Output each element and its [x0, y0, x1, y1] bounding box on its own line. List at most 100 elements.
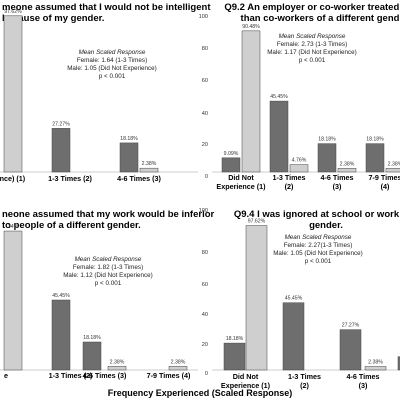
category-tick-line: 7-9 Times (4): [147, 371, 191, 380]
panel-title-line: neone assumed that my work would be infe…: [2, 209, 215, 220]
female-bar: [119, 142, 139, 173]
panel-title-line: Q9.4 I was ignored at school or work bec: [234, 209, 400, 220]
category-tick-line: 4-6 Times: [346, 372, 379, 381]
panel-title-line: gender.: [309, 220, 343, 231]
stats-line: Female: 2.73 (1-3 Times): [277, 41, 347, 48]
female-bar: [51, 299, 71, 371]
panel-title: Q9.2 An employer or co-worker treated me…: [224, 2, 400, 24]
data-label: 18.18%: [120, 136, 138, 142]
category-tick-line: Experience (1): [216, 182, 266, 191]
stats-line: Male: 1.17 (Did Not Experience): [267, 49, 357, 56]
category-tick-label: 1-3 Times (2): [48, 174, 92, 183]
data-label: 45.45%: [285, 296, 303, 302]
category-tick-label: 7-9 Times (4): [368, 173, 400, 191]
y-tick-label: 60: [202, 78, 208, 84]
female-bar: [365, 143, 385, 173]
y-tick-label: 20: [202, 142, 208, 148]
female-bar: [317, 143, 337, 173]
category-tick-line: 7-9 Times: [368, 173, 400, 182]
panel-title-line: Q9.2 An employer or co-worker treated me: [224, 2, 400, 13]
y-tick-label: 60: [202, 282, 208, 288]
stats-block: Mean Scaled Response Female: 1.64 (1-3 Ti…: [67, 49, 157, 80]
data-label: 4.76%: [292, 158, 307, 164]
stats-line: p < 0.001: [99, 73, 126, 80]
y-tick-label: 40: [202, 111, 208, 117]
male-bar: [337, 168, 357, 173]
category-tick-line: (4): [381, 182, 390, 191]
chart-panel-1: meone assumed that I would not be intell…: [0, 2, 211, 183]
category-tick-line: Did Not: [228, 173, 254, 182]
stats-line: Male: 1.12 (Did Not Experience): [63, 272, 153, 279]
stats-line: p < 0.001: [299, 57, 326, 64]
male-bar: [245, 225, 268, 371]
data-label: 2.38%: [388, 161, 400, 167]
data-label: 97.62%: [248, 219, 266, 225]
stats-line: Female: 1.64 (1-3 Times): [77, 57, 147, 64]
stats-line: Male: 1.05 (Did Not Experience): [67, 65, 157, 72]
y-tick-label: 0: [205, 174, 208, 180]
panel-title-line: to people of a different gender.: [2, 220, 141, 231]
data-label: 18.18%: [226, 336, 244, 342]
stats-line: Female: 2.27(1-3 Times): [284, 242, 353, 249]
data-label: 27.27%: [52, 121, 70, 127]
category-tick-line: 4-6 Times (3): [117, 174, 161, 183]
category-tick-label: 4-6 Times (3): [117, 174, 161, 183]
data-label: 2.38%: [110, 359, 125, 365]
data-label: 45.45%: [52, 293, 70, 299]
male-bar: [168, 366, 188, 371]
data-label: 9.09%: [224, 151, 239, 157]
y-tick-label: 80: [202, 250, 208, 256]
panel-title: neone assumed that my work would be infe…: [2, 209, 215, 231]
male-bar: [3, 230, 23, 371]
data-label: 27.27%: [342, 323, 360, 329]
panel-title-line: than co-workers of a different gend: [241, 13, 400, 24]
female-bar: [282, 302, 305, 371]
stats-block: Mean Scaled Response Female: 2.73 (1-3 Ti…: [267, 33, 357, 64]
stats-heading: Mean Scaled Response: [279, 33, 346, 40]
stats-heading: Mean Scaled Response: [75, 256, 142, 263]
panel-title-line: because of my gender.: [2, 13, 104, 24]
category-tick-line: erience) (1): [0, 174, 26, 183]
stats-line: Female: 1.82 (1-3 Times): [73, 264, 143, 271]
category-tick-line: 4-6 Times: [320, 173, 353, 182]
data-label: 45.45%: [270, 94, 288, 100]
category-tick-label: 1-3 Times (2): [49, 371, 93, 380]
category-tick-label: Did Not Experience (1): [221, 372, 271, 390]
y-tick-label: 20: [202, 342, 208, 348]
female-bar: [51, 128, 71, 173]
y-tick-label: 100: [199, 14, 208, 20]
data-label: 24%: [8, 224, 19, 230]
category-tick-label: 4-6 Times (3): [320, 173, 353, 191]
male-bar: [289, 164, 309, 173]
category-tick-line: (3): [359, 381, 368, 390]
category-tick-line: 1-3 Times: [288, 372, 321, 381]
male-bar: [364, 366, 387, 371]
stats-block: Mean Scaled Response Female: 1.82 (1-3 Ti…: [63, 256, 153, 287]
category-tick-label: 1-3 Times (2): [272, 173, 305, 191]
female-bar: [339, 329, 362, 371]
chart-panel-2: Q9.2 An employer or co-worker treated me…: [199, 2, 400, 191]
category-tick-label: erience) (1): [0, 174, 26, 183]
panel-title-line: meone assumed that I would not be intell…: [2, 2, 211, 13]
male-bar: [241, 30, 261, 173]
male-bar: [3, 15, 23, 173]
y-tick-label: 40: [202, 312, 208, 318]
category-tick-label: 4-6 Times (3): [83, 371, 127, 380]
y-tick-label: 0: [205, 371, 208, 377]
data-label: 18.18%: [366, 137, 384, 143]
female-bar: [269, 100, 289, 173]
data-label: 97.62%: [4, 9, 22, 15]
data-label: 2.38%: [171, 359, 186, 365]
stats-heading: Mean Scaled Response: [79, 49, 146, 56]
data-label: 2.38%: [368, 359, 383, 365]
data-label: 90.48%: [242, 24, 260, 30]
chart-panel-4: Q9.4 I was ignored at school or work bec…: [199, 208, 400, 390]
data-label: 2.38%: [340, 161, 355, 167]
panels: meone assumed that I would not be intell…: [0, 2, 400, 390]
category-tick-line: 4-6 Times (3): [83, 371, 127, 380]
y-tick-label: 80: [202, 46, 208, 52]
panel-title: meone assumed that I would not be intell…: [2, 2, 211, 24]
category-tick-line: (2): [285, 182, 294, 191]
stats-line: p < 0.001: [95, 280, 122, 287]
